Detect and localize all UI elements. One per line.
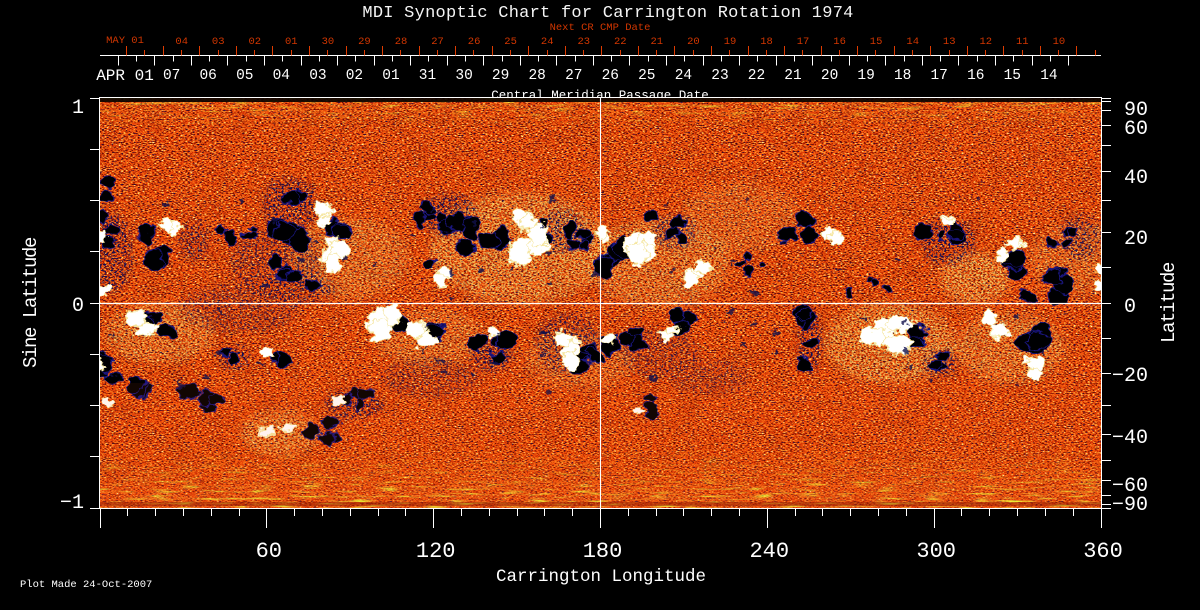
- svg-text:04: 04: [175, 36, 188, 48]
- svg-text:18: 18: [894, 68, 911, 84]
- svg-text:28: 28: [395, 36, 408, 48]
- svg-text:MDI Synoptic Chart for Carring: MDI Synoptic Chart for Carrington Rotati…: [362, 4, 853, 23]
- svg-text:240: 240: [749, 539, 789, 564]
- svg-text:17: 17: [930, 68, 947, 84]
- svg-text:21: 21: [784, 68, 801, 84]
- svg-text:18: 18: [760, 36, 773, 48]
- svg-text:26: 26: [468, 36, 481, 48]
- svg-text:−20: −20: [1112, 365, 1148, 388]
- svg-text:04: 04: [273, 68, 290, 84]
- svg-text:1: 1: [72, 97, 84, 120]
- svg-text:12: 12: [979, 36, 992, 48]
- svg-text:Plot Made 24-Oct-2007: Plot Made 24-Oct-2007: [20, 579, 152, 591]
- svg-text:03: 03: [212, 36, 225, 48]
- svg-text:30: 30: [455, 68, 472, 84]
- svg-text:25: 25: [638, 68, 655, 84]
- svg-text:29: 29: [358, 36, 371, 48]
- svg-text:01: 01: [382, 68, 399, 84]
- svg-text:15: 15: [1004, 68, 1021, 84]
- svg-text:Sine Latitude: Sine Latitude: [20, 237, 42, 368]
- svg-text:0: 0: [1124, 296, 1136, 319]
- svg-text:300: 300: [916, 539, 956, 564]
- svg-text:30: 30: [322, 36, 335, 48]
- svg-text:180: 180: [583, 539, 623, 564]
- svg-text:−1: −1: [60, 492, 84, 515]
- svg-text:23: 23: [577, 36, 590, 48]
- svg-text:27: 27: [431, 36, 444, 48]
- svg-text:16: 16: [967, 68, 984, 84]
- svg-text:22: 22: [614, 36, 627, 48]
- svg-text:29: 29: [492, 68, 509, 84]
- svg-text:01: 01: [285, 36, 298, 48]
- svg-text:20: 20: [1124, 228, 1148, 251]
- svg-text:13: 13: [943, 36, 956, 48]
- svg-text:19: 19: [724, 36, 737, 48]
- svg-text:16: 16: [833, 36, 846, 48]
- svg-text:0: 0: [72, 295, 84, 318]
- svg-text:23: 23: [711, 68, 728, 84]
- svg-text:25: 25: [504, 36, 517, 48]
- svg-text:02: 02: [248, 36, 261, 48]
- svg-text:360: 360: [1083, 539, 1123, 564]
- svg-text:24: 24: [541, 36, 554, 48]
- svg-text:Carrington Longitude: Carrington Longitude: [496, 567, 706, 587]
- svg-text:40: 40: [1124, 167, 1148, 190]
- svg-text:120: 120: [416, 539, 456, 564]
- svg-text:17: 17: [797, 36, 810, 48]
- svg-text:Next CR CMP Date: Next CR CMP Date: [550, 22, 651, 34]
- svg-text:−60: −60: [1112, 475, 1148, 498]
- svg-text:10: 10: [1053, 36, 1066, 48]
- svg-text:20: 20: [687, 36, 700, 48]
- svg-text:MAY 01: MAY 01: [106, 35, 144, 47]
- svg-text:22: 22: [748, 68, 765, 84]
- svg-text:02: 02: [346, 68, 363, 84]
- svg-text:90: 90: [1124, 99, 1148, 122]
- svg-text:−40: −40: [1112, 427, 1148, 450]
- svg-text:14: 14: [1040, 68, 1057, 84]
- svg-text:19: 19: [857, 68, 874, 84]
- svg-text:60: 60: [1124, 118, 1148, 141]
- svg-text:−90: −90: [1112, 494, 1148, 517]
- svg-text:27: 27: [565, 68, 582, 84]
- svg-text:20: 20: [821, 68, 838, 84]
- svg-text:26: 26: [602, 68, 619, 84]
- svg-text:21: 21: [650, 36, 663, 48]
- svg-text:03: 03: [309, 68, 326, 84]
- svg-text:07: 07: [163, 68, 180, 84]
- svg-text:24: 24: [675, 68, 692, 84]
- svg-text:06: 06: [199, 68, 216, 84]
- svg-text:05: 05: [236, 68, 253, 84]
- svg-text:60: 60: [256, 539, 282, 564]
- svg-text:11: 11: [1016, 36, 1029, 48]
- svg-text:APR 01: APR 01: [96, 67, 154, 85]
- svg-text:15: 15: [870, 36, 883, 48]
- svg-text:31: 31: [419, 68, 436, 84]
- svg-text:Latitude: Latitude: [1158, 262, 1180, 343]
- svg-text:28: 28: [528, 68, 545, 84]
- svg-text:14: 14: [906, 36, 919, 48]
